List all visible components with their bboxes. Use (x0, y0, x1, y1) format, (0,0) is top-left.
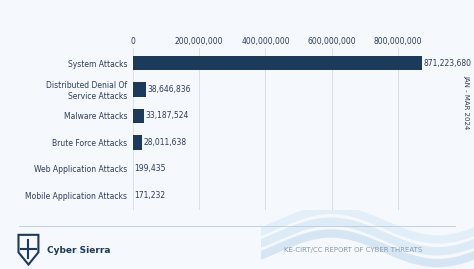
Text: JAN - MAR 2024: JAN - MAR 2024 (464, 75, 470, 129)
Bar (133, 135, 142, 150)
Text: 199,435: 199,435 (135, 164, 166, 173)
Bar (133, 82, 146, 97)
Text: 171,232: 171,232 (135, 191, 165, 200)
Bar (133, 56, 422, 70)
Text: KE-CIRT/CC REPORT OF CYBER THREATS: KE-CIRT/CC REPORT OF CYBER THREATS (284, 247, 423, 253)
Text: Cyber Sierra: Cyber Sierra (47, 246, 111, 255)
Text: 28,011,638: 28,011,638 (144, 138, 187, 147)
Text: 871,223,680: 871,223,680 (423, 59, 472, 68)
Bar (133, 109, 144, 123)
Text: 33,187,524: 33,187,524 (146, 111, 189, 121)
Text: 38,646,836: 38,646,836 (147, 85, 191, 94)
